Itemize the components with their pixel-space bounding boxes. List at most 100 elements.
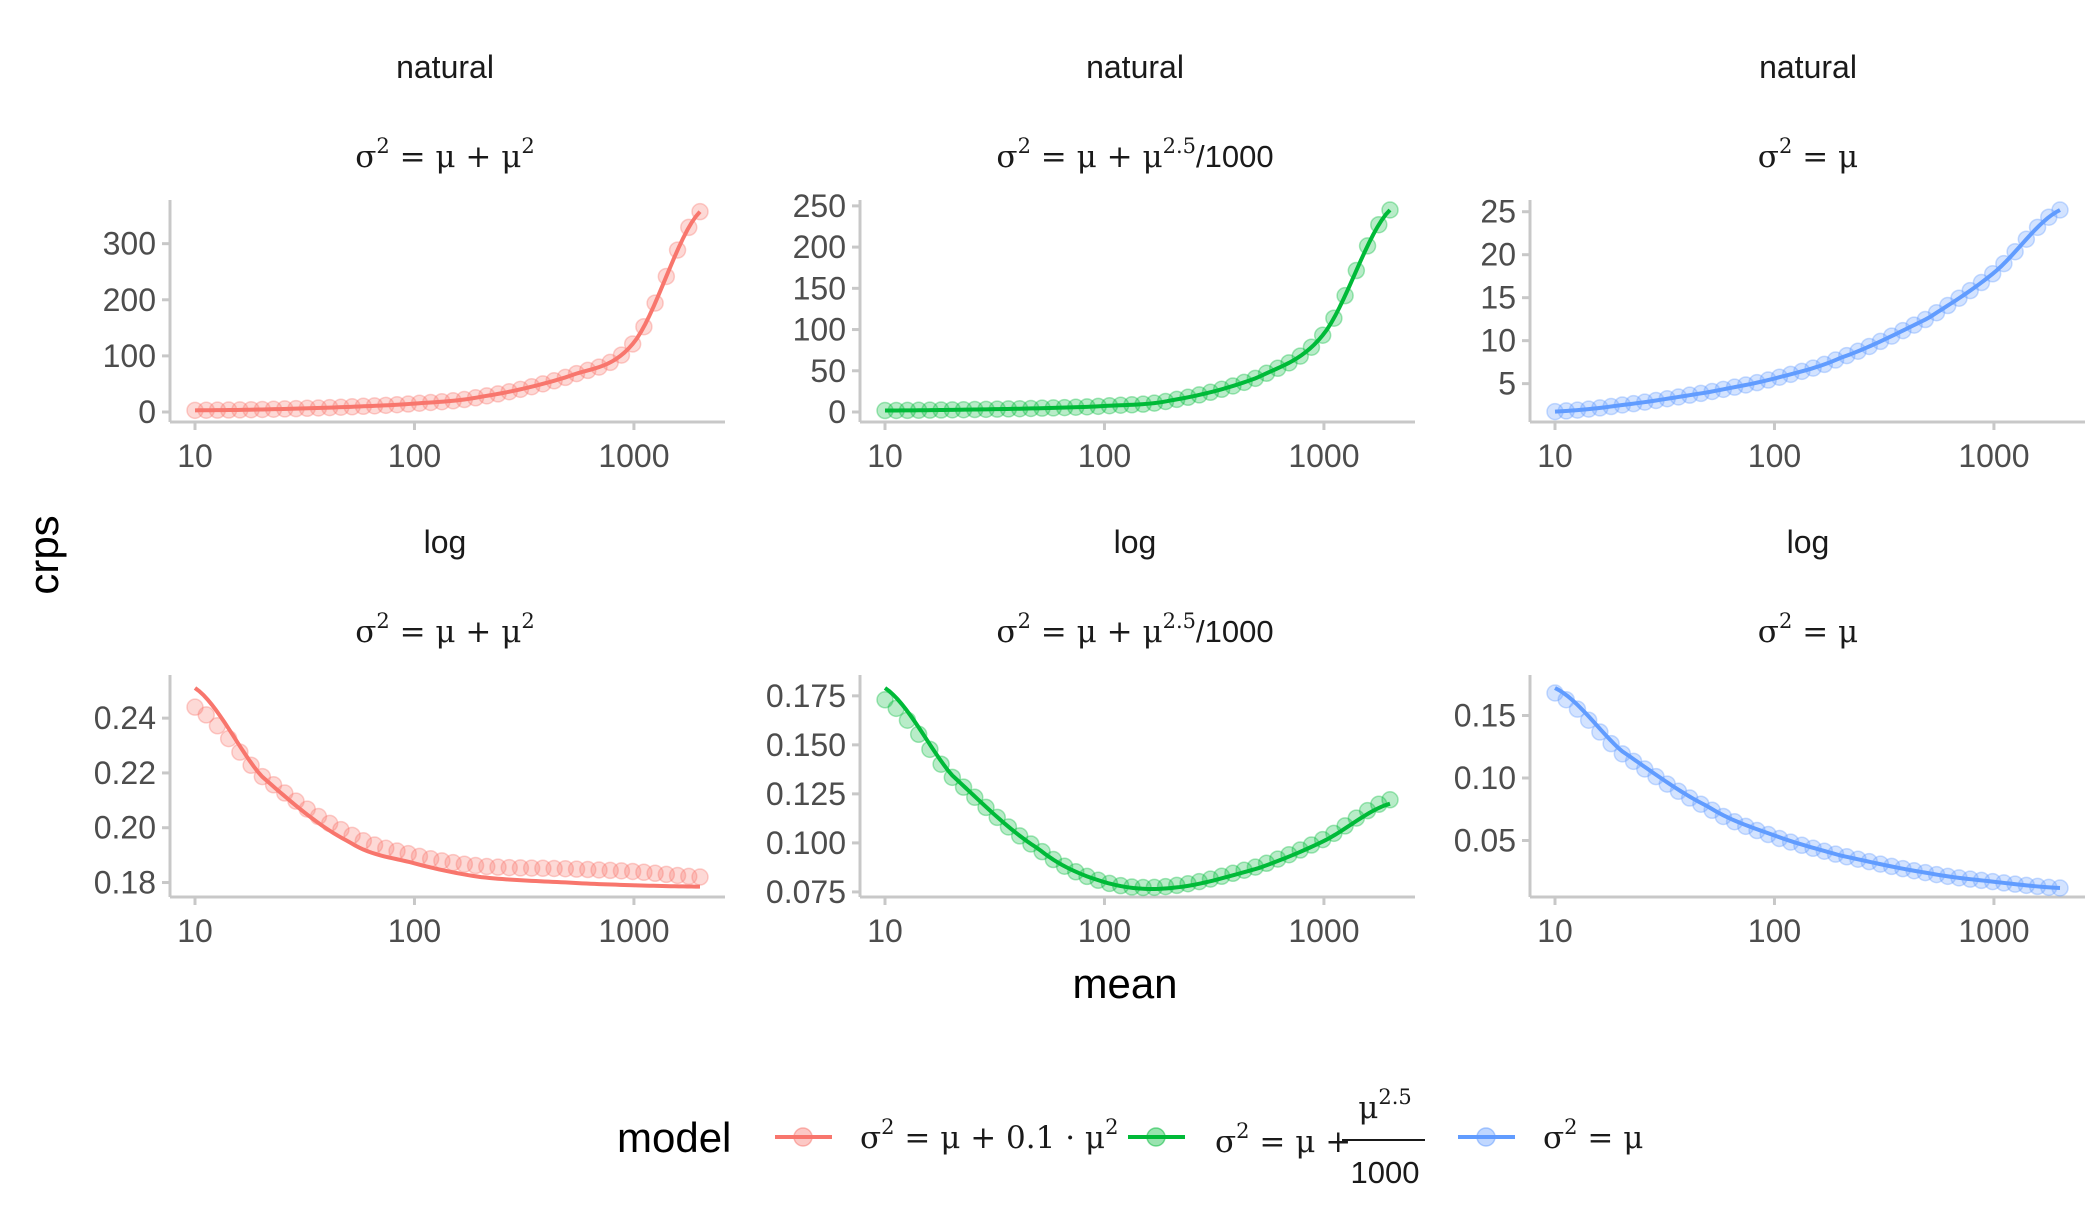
y-tick-label: 150 <box>793 270 846 306</box>
x-tick-label: 100 <box>1748 913 1801 949</box>
data-point <box>657 865 676 884</box>
y-tick-label: 0.24 <box>94 700 156 736</box>
data-point <box>567 860 586 878</box>
x-axis-title: mean <box>1072 960 1177 1007</box>
svg-text:1000: 1000 <box>1351 1155 1420 1190</box>
panel-natural-1: 0 50 100 150 200 250 10 100 1000 <box>793 188 1415 474</box>
y-tick-label: 10 <box>1480 323 1516 359</box>
data-point <box>545 859 563 878</box>
data-point <box>511 859 530 877</box>
x-tick-label: 100 <box>1748 438 1801 474</box>
strip-row-label: log <box>1787 524 1830 560</box>
y-tick-label: 0 <box>138 394 156 430</box>
y-tick-label: 0.18 <box>94 865 156 901</box>
y-tick-label: 0.100 <box>766 825 846 861</box>
svg-text:σ2 = μ + μ2.5/1000: σ2 = μ + μ2.5/1000 <box>996 134 1273 175</box>
y-tick-label: 0.22 <box>94 755 156 791</box>
data-point <box>489 858 507 876</box>
y-tick-label: 0.10 <box>1454 760 1516 796</box>
data-point <box>579 860 597 879</box>
strip-row-label: log <box>424 524 467 560</box>
x-tick-label: 10 <box>1537 438 1573 474</box>
svg-text:σ2 = μ + μ2.5/1000: σ2 = μ + μ2.5/1000 <box>996 609 1273 650</box>
x-tick-label: 1000 <box>598 438 669 474</box>
y-tick-label: 50 <box>810 353 846 389</box>
panel-log-0: 0.18 0.20 0.22 0.24 10 100 1000 <box>94 675 725 949</box>
y-tick-label: 200 <box>103 282 156 318</box>
y-tick-label: 250 <box>793 188 846 224</box>
data-point <box>556 860 575 878</box>
svg-text:σ2 = μ: σ2 = μ <box>1543 1115 1643 1156</box>
x-tick-label: 100 <box>1078 913 1131 949</box>
strip-col-label: σ2 = μ + μ2 <box>355 609 535 650</box>
svg-text:σ2 = μ + μ2: σ2 = μ + μ2 <box>355 609 535 650</box>
legend-key-nb01 <box>775 1127 832 1147</box>
series-line <box>1554 208 2061 414</box>
x-tick-label: 10 <box>867 438 903 474</box>
svg-text:σ2 = μ: σ2 = μ <box>1758 609 1858 650</box>
x-tick-label: 1000 <box>1958 913 2029 949</box>
strip-row-label: natural <box>1086 49 1184 85</box>
panel-log-2: 0.05 0.10 0.15 10 100 1000 <box>1454 675 2085 949</box>
x-tick-label: 100 <box>388 913 441 949</box>
y-axis-title: crps <box>20 515 67 594</box>
y-tick-label: 300 <box>103 226 156 262</box>
strip-col-label: σ2 = μ <box>1758 609 1858 650</box>
y-tick-label: 0.075 <box>766 874 846 910</box>
data-point <box>680 867 698 886</box>
y-tick-label: 0.15 <box>1454 698 1516 734</box>
x-tick-label: 1000 <box>1288 913 1359 949</box>
svg-text:σ2 = μ: σ2 = μ <box>1758 134 1858 175</box>
strip-col-label: σ2 = μ <box>1758 134 1858 175</box>
strip-col-label: σ2 = μ + μ2.5/1000 <box>996 134 1273 175</box>
x-tick-label: 1000 <box>1958 438 2029 474</box>
x-tick-label: 10 <box>177 913 213 949</box>
data-point <box>623 862 642 881</box>
series-line <box>193 686 701 889</box>
data-point <box>522 859 541 877</box>
data-point <box>455 855 474 873</box>
y-tick-label: 0.175 <box>766 678 846 714</box>
y-tick-label: 100 <box>793 312 846 348</box>
y-tick-label: 0.20 <box>94 810 156 846</box>
data-point <box>186 698 204 716</box>
y-tick-label: 0.05 <box>1454 823 1516 859</box>
x-tick-label: 10 <box>177 438 213 474</box>
data-point <box>534 859 552 878</box>
y-tick-label: 15 <box>1480 280 1516 316</box>
y-tick-label: 0.150 <box>766 727 846 763</box>
data-point <box>478 857 496 876</box>
series-line <box>883 686 1391 891</box>
x-tick-label: 1000 <box>598 913 669 949</box>
x-tick-label: 1000 <box>1288 438 1359 474</box>
strip-row-label: log <box>1114 524 1157 560</box>
series-line <box>884 208 1392 413</box>
y-tick-label: 25 <box>1480 194 1516 230</box>
legend-key-poisson <box>1458 1127 1515 1147</box>
data-point <box>601 861 619 880</box>
y-tick-label: 0 <box>828 394 846 430</box>
x-tick-label: 10 <box>867 913 903 949</box>
legend-label-nb01: σ2 = μ + 0.1 · μ2 <box>860 1115 1118 1156</box>
legend-label-poisson: σ2 = μ <box>1543 1115 1643 1156</box>
y-tick-label: 200 <box>793 229 846 265</box>
data-point <box>1568 700 1587 718</box>
x-tick-label: 100 <box>388 438 441 474</box>
data-point <box>612 862 631 880</box>
strip-row-label: natural <box>1759 49 1857 85</box>
panels: 0 100 200 300 10 100 1000 0 50 100 150 200 250 10 100 1… <box>94 188 2085 949</box>
svg-text:μ2.5: μ2.5 <box>1358 1085 1412 1126</box>
data-point <box>276 784 294 802</box>
data-point <box>646 864 664 883</box>
data-point <box>668 866 687 885</box>
panel-natural-2: 5 10 15 20 25 10 100 1000 <box>1480 194 2085 474</box>
y-tick-label: 20 <box>1480 237 1516 273</box>
data-point <box>466 856 485 875</box>
svg-text:σ2 = μ +: σ2 = μ + <box>1215 1119 1351 1160</box>
legend-label-nb25: σ2 = μ + μ2.5 1000 <box>1215 1085 1425 1190</box>
series-line <box>1554 686 2061 890</box>
data-point <box>197 706 215 724</box>
y-tick-label: 0.125 <box>766 776 846 812</box>
legend: model σ2 = μ + 0.1 · μ2 σ2 = μ + μ2.5 10… <box>617 1085 1643 1190</box>
